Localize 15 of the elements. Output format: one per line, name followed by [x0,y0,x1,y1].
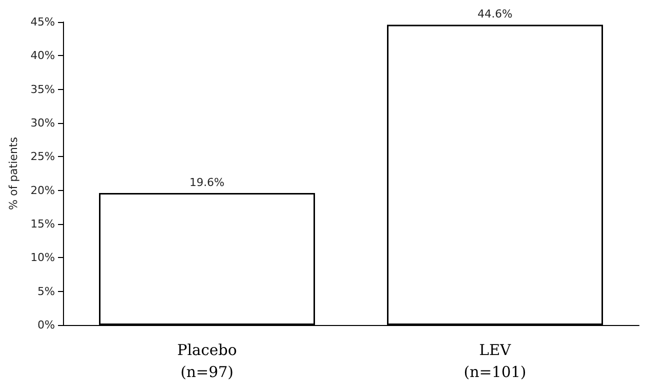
y-tick-label: 5% [38,284,55,298]
y-tick-label: 20% [30,184,55,197]
data-label: 44.6% [478,8,512,21]
y-tick-label: 30% [30,116,55,130]
y-tick-label: 10% [30,251,55,264]
data-label: 19.6% [190,176,224,190]
x-tick-label: LEV (n=101) [464,341,526,381]
y-tick-label: 35% [30,82,55,96]
y-tick-label: 15% [30,218,55,230]
x-tick-label: Placebo (n=97) [177,341,237,381]
y-tick-label: 40% [30,49,55,62]
y-tick-label: 45% [30,16,55,28]
y-axis-title: % of patients [7,136,20,210]
y-tick-label: 25% [30,150,55,164]
y-tick-label: 0% [38,318,55,332]
